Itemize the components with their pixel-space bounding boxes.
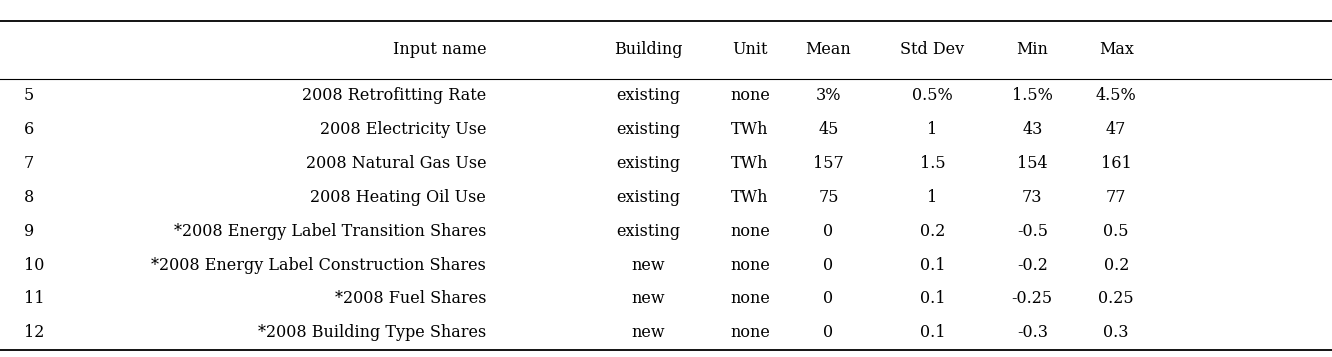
Text: Max: Max <box>1099 41 1134 59</box>
Text: none: none <box>730 325 770 341</box>
Text: -0.2: -0.2 <box>1016 257 1048 273</box>
Text: new: new <box>631 291 666 307</box>
Text: 2008 Electricity Use: 2008 Electricity Use <box>320 121 486 138</box>
Text: Min: Min <box>1016 41 1048 59</box>
Text: 0: 0 <box>823 223 834 240</box>
Text: 47: 47 <box>1106 121 1127 138</box>
Text: Unit: Unit <box>733 41 767 59</box>
Text: 11: 11 <box>24 291 44 307</box>
Text: 3%: 3% <box>815 87 842 104</box>
Text: 0.1: 0.1 <box>919 291 946 307</box>
Text: 1: 1 <box>927 121 938 138</box>
Text: 0: 0 <box>823 325 834 341</box>
Text: *2008 Fuel Shares: *2008 Fuel Shares <box>334 291 486 307</box>
Text: TWh: TWh <box>731 189 769 206</box>
Text: existing: existing <box>617 189 681 206</box>
Text: 43: 43 <box>1022 121 1043 138</box>
Text: 157: 157 <box>813 155 844 172</box>
Text: *2008 Building Type Shares: *2008 Building Type Shares <box>258 325 486 341</box>
Text: 161: 161 <box>1100 155 1132 172</box>
Text: -0.25: -0.25 <box>1012 291 1052 307</box>
Text: Std Dev: Std Dev <box>900 41 964 59</box>
Text: Building: Building <box>614 41 683 59</box>
Text: 0.5%: 0.5% <box>912 87 952 104</box>
Text: 1: 1 <box>927 189 938 206</box>
Text: none: none <box>730 223 770 240</box>
Text: existing: existing <box>617 121 681 138</box>
Text: TWh: TWh <box>731 121 769 138</box>
Text: existing: existing <box>617 155 681 172</box>
Text: none: none <box>730 87 770 104</box>
Text: 0: 0 <box>823 291 834 307</box>
Text: 6: 6 <box>24 121 35 138</box>
Text: 154: 154 <box>1018 155 1047 172</box>
Text: -0.5: -0.5 <box>1016 223 1048 240</box>
Text: 0.1: 0.1 <box>919 257 946 273</box>
Text: 77: 77 <box>1106 189 1127 206</box>
Text: 45: 45 <box>818 121 839 138</box>
Text: 2008 Natural Gas Use: 2008 Natural Gas Use <box>305 155 486 172</box>
Text: 75: 75 <box>818 189 839 206</box>
Text: none: none <box>730 291 770 307</box>
Text: 0.5: 0.5 <box>1103 223 1130 240</box>
Text: TWh: TWh <box>731 155 769 172</box>
Text: 2008 Retrofitting Rate: 2008 Retrofitting Rate <box>302 87 486 104</box>
Text: 4.5%: 4.5% <box>1096 87 1136 104</box>
Text: 1.5%: 1.5% <box>1012 87 1052 104</box>
Text: *2008 Energy Label Transition Shares: *2008 Energy Label Transition Shares <box>173 223 486 240</box>
Text: Input name: Input name <box>393 41 486 59</box>
Text: 10: 10 <box>24 257 44 273</box>
Text: 0.3: 0.3 <box>1103 325 1130 341</box>
Text: new: new <box>631 257 666 273</box>
Text: 0.1: 0.1 <box>919 325 946 341</box>
Text: 5: 5 <box>24 87 35 104</box>
Text: 0.2: 0.2 <box>1103 257 1130 273</box>
Text: existing: existing <box>617 223 681 240</box>
Text: 0: 0 <box>823 257 834 273</box>
Text: 8: 8 <box>24 189 35 206</box>
Text: 9: 9 <box>24 223 35 240</box>
Text: none: none <box>730 257 770 273</box>
Text: 7: 7 <box>24 155 35 172</box>
Text: *2008 Energy Label Construction Shares: *2008 Energy Label Construction Shares <box>152 257 486 273</box>
Text: 0.25: 0.25 <box>1099 291 1134 307</box>
Text: 73: 73 <box>1022 189 1043 206</box>
Text: 1.5: 1.5 <box>919 155 946 172</box>
Text: 2008 Heating Oil Use: 2008 Heating Oil Use <box>310 189 486 206</box>
Text: new: new <box>631 325 666 341</box>
Text: Mean: Mean <box>806 41 851 59</box>
Text: 12: 12 <box>24 325 44 341</box>
Text: -0.3: -0.3 <box>1016 325 1048 341</box>
Text: 0.2: 0.2 <box>919 223 946 240</box>
Text: existing: existing <box>617 87 681 104</box>
